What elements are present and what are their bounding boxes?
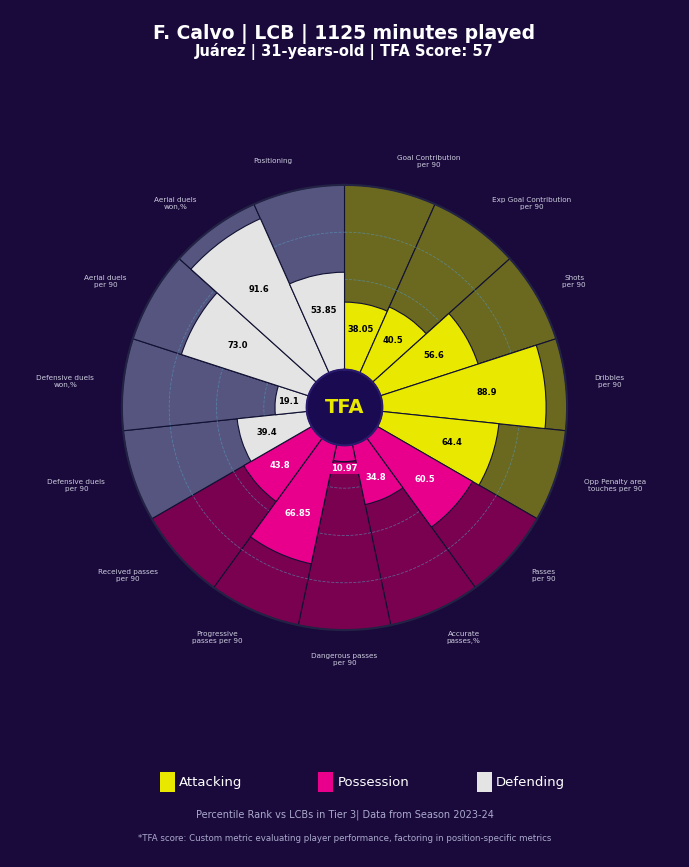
- Bar: [373, 411, 566, 518]
- Bar: [373, 411, 499, 486]
- Text: Defensive duels
won,%: Defensive duels won,%: [37, 375, 94, 388]
- Text: 40.5: 40.5: [383, 336, 404, 345]
- Text: 10.97: 10.97: [331, 464, 358, 473]
- Text: Positioning: Positioning: [253, 159, 292, 165]
- Text: 66.85: 66.85: [284, 509, 311, 518]
- Bar: [181, 293, 320, 397]
- Text: 64.4: 64.4: [441, 438, 462, 447]
- Bar: [351, 434, 403, 505]
- Text: 88.9: 88.9: [476, 388, 497, 397]
- Bar: [364, 424, 537, 588]
- Text: 56.6: 56.6: [423, 351, 444, 361]
- Text: Defensive duels
per 90: Defensive duels per 90: [48, 479, 105, 492]
- Bar: [358, 204, 510, 385]
- Text: Shots
per 90: Shots per 90: [562, 275, 586, 288]
- Bar: [254, 185, 344, 377]
- Text: Juárez | 31-years-old | TFA Score: 57: Juárez | 31-years-old | TFA Score: 57: [195, 43, 494, 61]
- Bar: [275, 386, 313, 414]
- Bar: [298, 440, 391, 630]
- Text: Aerial duels
per 90: Aerial duels per 90: [84, 275, 127, 288]
- Text: 39.4: 39.4: [256, 428, 277, 437]
- Bar: [251, 434, 338, 564]
- Bar: [376, 339, 567, 431]
- Text: 73.0: 73.0: [227, 342, 248, 350]
- Bar: [344, 185, 435, 377]
- Text: 38.05: 38.05: [348, 324, 374, 334]
- Text: TFA: TFA: [325, 398, 364, 417]
- Bar: [214, 434, 338, 625]
- Text: 43.8: 43.8: [269, 461, 290, 471]
- Text: Opp Penalty area
touches per 90: Opp Penalty area touches per 90: [584, 479, 646, 492]
- Text: Defending: Defending: [496, 776, 565, 788]
- Text: 60.5: 60.5: [414, 475, 435, 484]
- Text: Progressive
passes per 90: Progressive passes per 90: [192, 631, 243, 644]
- Text: Passes
per 90: Passes per 90: [531, 570, 555, 583]
- Bar: [244, 424, 325, 501]
- Text: Dribbles
per 90: Dribbles per 90: [595, 375, 625, 388]
- Bar: [191, 218, 331, 385]
- Bar: [289, 272, 344, 377]
- Text: Exp Goal Contribution
per 90: Exp Goal Contribution per 90: [493, 198, 571, 211]
- Text: 19.1: 19.1: [278, 397, 298, 406]
- Text: 91.6: 91.6: [248, 285, 269, 294]
- Text: Dangerous passes
per 90: Dangerous passes per 90: [311, 653, 378, 666]
- Bar: [179, 204, 331, 385]
- Bar: [333, 440, 356, 461]
- Text: Percentile Rank vs LCBs in Tier 3| Data from Season 2023-24: Percentile Rank vs LCBs in Tier 3| Data …: [196, 810, 493, 820]
- Bar: [344, 302, 387, 377]
- Bar: [376, 345, 546, 428]
- Text: Aerial duels
won,%: Aerial duels won,%: [154, 198, 196, 211]
- Text: Goal Contribution
per 90: Goal Contribution per 90: [397, 155, 460, 168]
- Bar: [152, 424, 325, 588]
- Text: Received passes
per 90: Received passes per 90: [98, 570, 158, 583]
- Text: 34.8: 34.8: [365, 473, 386, 481]
- Text: 53.85: 53.85: [311, 305, 337, 315]
- Polygon shape: [307, 369, 382, 446]
- Text: Attacking: Attacking: [179, 776, 243, 788]
- Bar: [123, 411, 316, 518]
- Text: *TFA score: Custom metric evaluating player performance, factoring in position-s: *TFA score: Custom metric evaluating pla…: [138, 834, 551, 843]
- Text: Accurate
passes,%: Accurate passes,%: [446, 631, 481, 644]
- Text: Possession: Possession: [338, 776, 409, 788]
- Bar: [133, 258, 320, 397]
- Bar: [358, 307, 426, 385]
- Bar: [369, 314, 478, 397]
- Bar: [369, 258, 556, 397]
- Text: F. Calvo | LCB | 1125 minutes played: F. Calvo | LCB | 1125 minutes played: [154, 24, 535, 44]
- Bar: [237, 411, 316, 461]
- Bar: [351, 434, 475, 625]
- Bar: [122, 339, 313, 431]
- Bar: [364, 424, 473, 527]
